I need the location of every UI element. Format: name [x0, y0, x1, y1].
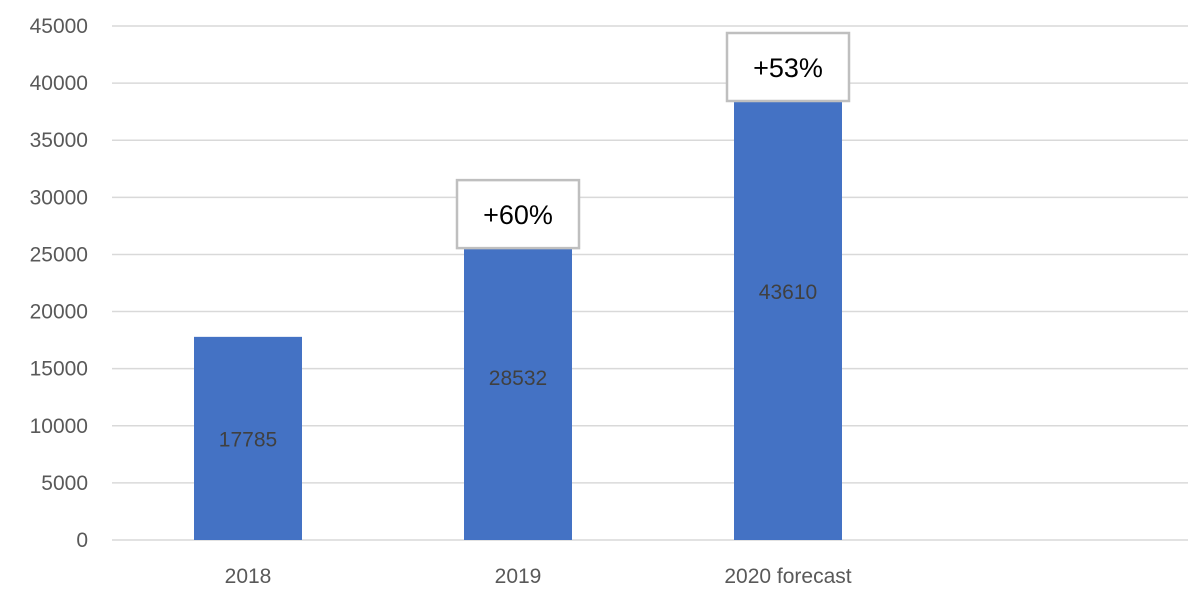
callouts: +60% +53% — [455, 31, 851, 250]
y-tick-label: 15000 — [30, 358, 88, 381]
growth-callout-box — [725, 31, 851, 103]
x-category-label: 2018 — [225, 565, 272, 588]
x-axis-categories: 2018 2019 2020 forecast — [225, 565, 852, 588]
y-tick-label: 25000 — [30, 243, 88, 266]
bars — [194, 41, 842, 541]
y-tick-label: 10000 — [30, 415, 88, 438]
y-axis-ticks: 0 5000 10000 15000 20000 25000 30000 35000 40000… — [30, 15, 88, 552]
y-tick-label: 20000 — [30, 301, 88, 324]
growth-callout-label: +53% — [753, 53, 823, 83]
bar-value-label: 17785 — [219, 428, 277, 451]
bar — [464, 214, 572, 541]
bar-value-label: 43610 — [759, 281, 817, 304]
growth-callout-label: +60% — [483, 200, 553, 230]
y-tick-label: 0 — [76, 529, 88, 552]
y-tick-label: 45000 — [30, 15, 88, 38]
y-tick-label: 5000 — [41, 472, 88, 495]
y-tick-label: 35000 — [30, 129, 88, 152]
growth-callout-box — [455, 178, 581, 250]
x-category-label: 2020 forecast — [724, 565, 851, 588]
y-tick-label: 40000 — [30, 72, 88, 95]
y-tick-label: 30000 — [30, 186, 88, 209]
x-category-label: 2019 — [495, 565, 542, 588]
bar-value-label: 28532 — [489, 367, 547, 390]
bar — [734, 41, 842, 540]
bar — [194, 336, 302, 540]
data-labels: 17785 28532 43610 — [219, 281, 817, 451]
